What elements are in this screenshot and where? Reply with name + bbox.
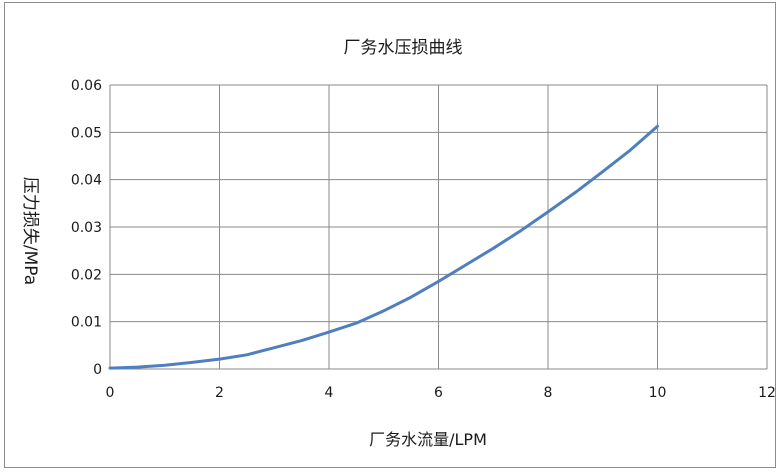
x-tick-label: 0 xyxy=(106,385,115,401)
x-tick-label: 2 xyxy=(215,385,224,401)
y-tick-label: 0.03 xyxy=(71,220,102,236)
y-tick-label: 0.02 xyxy=(71,267,102,283)
x-tick-label: 8 xyxy=(544,385,553,401)
x-tick-label: 10 xyxy=(649,385,667,401)
y-tick-label: 0.04 xyxy=(71,173,102,189)
chart-frame: 厂务水压损曲线 0 0.01 0.02 0.03 0.04 0.05 0.06 0 2 4 6 8 1… xyxy=(4,2,776,468)
x-tick-label: 4 xyxy=(325,385,334,401)
x-tick-label: 12 xyxy=(758,385,775,401)
y-tick-label: 0.01 xyxy=(71,315,102,331)
y-tick-label: 0 xyxy=(93,362,102,378)
series-line xyxy=(108,124,659,370)
x-axis-ticks: 0 2 4 6 8 10 12 xyxy=(106,385,776,401)
chart-svg: 厂务水压损曲线 0 0.01 0.02 0.03 0.04 0.05 0.06 0 2 4 6 8 1… xyxy=(20,38,776,449)
series-group xyxy=(108,124,659,370)
y-tick-label: 0.06 xyxy=(71,78,102,94)
y-axis-label: 压力损失/MPa xyxy=(20,177,40,285)
grid-lines xyxy=(109,84,768,370)
chart-title: 厂务水压损曲线 xyxy=(344,38,463,58)
x-axis-label: 厂务水流量/LPM xyxy=(369,430,487,449)
y-axis-ticks: 0 0.01 0.02 0.03 0.04 0.05 0.06 xyxy=(71,78,102,378)
y-tick-label: 0.05 xyxy=(71,125,102,141)
x-tick-label: 6 xyxy=(434,385,443,401)
